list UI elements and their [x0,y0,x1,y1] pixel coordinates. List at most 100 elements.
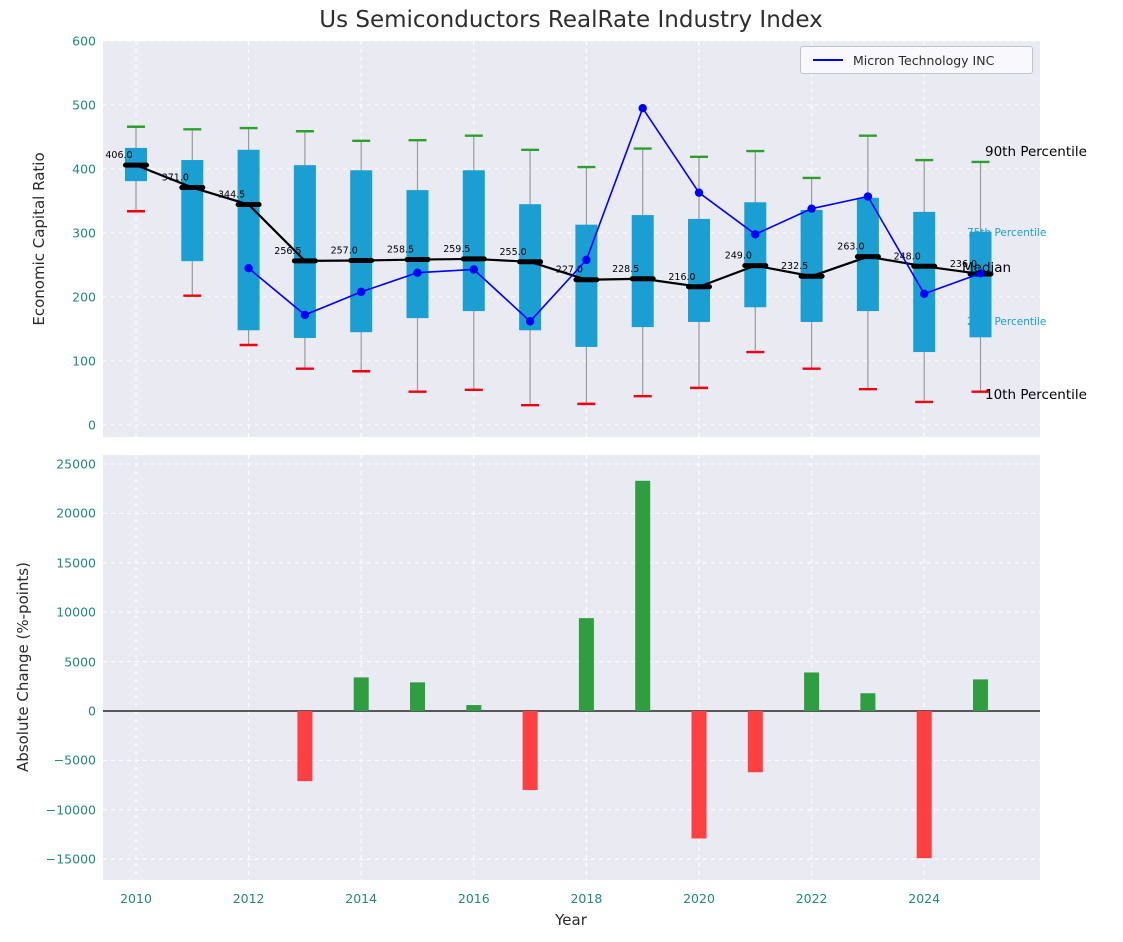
micron-point [751,230,760,239]
micron-point [863,192,873,201]
median-value-label: 232.5 [781,261,808,272]
iqr-box [688,218,710,322]
y-axis-label-bottom: Absolute Change (%-points) [14,562,32,772]
x-tick: 2020 [683,891,715,906]
micron-line [248,106,981,323]
iqr-box [237,149,260,331]
median-line [135,164,981,288]
median-value-label: 216.0 [668,272,695,283]
median-value-label: 227.0 [556,265,583,276]
median-dash [629,276,656,282]
y-tick-top: 200 [72,289,96,305]
x-tick: 2012 [232,891,265,906]
percentile-label: Median [962,260,1012,276]
bar-year-2013 [297,711,313,782]
y-tick-bottom: 20000 [56,505,96,521]
y-tick-top: 300 [72,225,96,241]
x-tick: 2018 [570,891,603,906]
bar-year-2018 [578,618,594,711]
box-year-2018 [575,165,598,406]
bar-year-2020 [691,711,707,839]
bar-year-2022 [804,672,820,711]
median-value-label: 344.5 [218,190,245,201]
y-tick-bottom: −5000 [53,752,96,768]
median-dash [573,277,600,283]
micron-point [976,269,985,278]
bar-year-2016 [466,705,482,711]
median-dash [291,258,318,264]
median-dash [235,202,262,208]
x-axis-label: Year [555,911,587,929]
micron-point [357,287,366,297]
iqr-box [519,204,542,331]
median-dash [179,185,206,191]
iqr-box [800,209,823,322]
iqr-box [350,170,373,333]
median-value-label: 257.0 [331,246,358,257]
box-year-2017 [519,148,542,407]
bar-year-2014 [353,677,369,711]
bottom-plot-area [103,455,1040,880]
median-dash [404,257,431,263]
bar-chart [103,455,1040,880]
box-year-2023 [856,134,879,391]
median-dash [460,256,487,262]
micron-point [582,255,591,265]
micron-point [244,264,253,273]
y-axis-label-top: Economic Capital Ratio [30,152,48,326]
x-tick: 2014 [345,891,378,906]
iqr-box [406,190,429,319]
median-dash [798,273,825,279]
y-tick-bottom: −10000 [45,802,96,818]
y-tick-top: 500 [72,97,96,113]
box-year-2015 [406,138,429,393]
iqr-box [969,231,992,338]
iqr-box [462,170,485,312]
bar-year-2023 [860,693,876,711]
box-year-2012 [237,126,260,347]
iqr-box [631,215,654,328]
y-tick-bottom: 5000 [64,654,96,670]
median-dash [348,258,375,264]
micron-point [525,317,535,326]
micron-point [807,204,816,213]
y-tick-top: 400 [72,161,96,177]
boxplot-chart: 406.0 371.0 344.5 256.5 257.0 258.5 259.5 255.0… [103,41,1040,437]
iqr-box [913,211,936,353]
median-value-label: 258.5 [387,245,414,256]
box-year-2013 [293,130,316,370]
median-dash [911,263,938,269]
x-tick: 2016 [457,891,490,906]
micron-point [300,310,310,320]
box-year-2011 [181,128,204,297]
iqr-box [575,224,598,347]
percentile-label: 75th Percentile [967,227,1047,239]
median-value-label: 236.0 [950,259,977,270]
percentile-label: 90th Percentile [985,144,1087,160]
bar-year-2021 [747,711,763,773]
box-year-2016 [462,134,485,391]
median-value-label: 255.0 [499,247,526,258]
micron-point [694,188,704,197]
chart-title: Us Semiconductors RealRate Industry Inde… [319,7,823,33]
y-tick-bottom: 25000 [56,456,96,472]
median-value-label: 228.5 [612,264,639,275]
bar-year-2015 [410,682,425,711]
y-tick-top: 100 [72,353,96,369]
median-value-label: 248.0 [894,251,921,262]
y-tick-top: 0 [88,417,96,433]
x-tick: 2022 [795,891,828,906]
bar-year-2025 [973,679,988,711]
median-value-label: 406.0 [105,150,132,161]
median-dash [686,284,712,290]
median-value-label: 371.0 [162,173,189,184]
iqr-box [744,202,767,308]
micron-point [469,265,478,274]
bar-year-2017 [522,711,538,791]
percentile-label: 10th Percentile [985,387,1087,403]
median-value-label: 256.5 [274,246,301,257]
percentile-label: 25th Percentile [967,316,1047,328]
x-tick: 2024 [908,891,941,906]
micron-point [413,268,422,277]
